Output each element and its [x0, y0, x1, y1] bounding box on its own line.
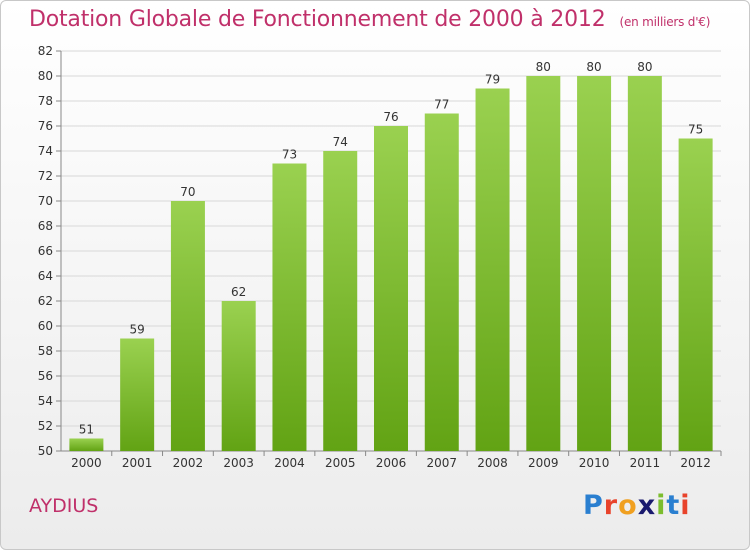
logo-letter: x	[637, 490, 657, 521]
y-tick-label: 60	[38, 319, 53, 333]
x-tick-label: 2008	[477, 456, 508, 470]
chart-title-text: Dotation Globale de Fonctionnement de 20…	[29, 7, 606, 32]
y-tick-label: 80	[38, 69, 53, 83]
y-tick-label: 68	[38, 219, 53, 233]
x-tick-label: 2011	[630, 456, 661, 470]
x-tick-label: 2004	[274, 456, 305, 470]
bar	[120, 338, 155, 451]
data-label: 73	[282, 148, 297, 162]
bar	[374, 126, 408, 451]
data-label: 79	[485, 73, 500, 87]
x-tick-label: 2007	[426, 456, 457, 470]
data-label: 74	[333, 135, 348, 149]
x-tick-label: 2005	[325, 456, 356, 470]
y-tick-label: 54	[38, 394, 53, 408]
y-tick-label: 70	[38, 194, 53, 208]
y-tick-label: 58	[38, 344, 53, 358]
bar	[424, 113, 459, 451]
data-label: 70	[180, 185, 195, 199]
x-tick-label: 2009	[528, 456, 559, 470]
bar	[475, 88, 510, 451]
logo-letter: r	[603, 490, 619, 521]
x-tick-label: 2010	[579, 456, 610, 470]
data-label: 75	[688, 123, 703, 137]
data-label: 62	[231, 285, 246, 299]
y-tick-label: 66	[38, 244, 53, 258]
data-label: 77	[434, 98, 449, 112]
x-tick-label: 2012	[680, 456, 711, 470]
data-label: 80	[536, 60, 551, 74]
y-tick-label: 76	[38, 119, 53, 133]
x-tick-label: 2003	[223, 456, 254, 470]
y-tick-label: 52	[38, 419, 53, 433]
x-tick-label: 2001	[122, 456, 153, 470]
data-label: 76	[383, 110, 398, 124]
y-tick-label: 74	[38, 144, 53, 158]
bars	[69, 76, 713, 451]
bar	[221, 301, 256, 451]
y-tick-label: 64	[38, 269, 53, 283]
logo-letter: o	[618, 490, 638, 521]
data-label: 80	[586, 60, 601, 74]
data-label: 59	[130, 323, 145, 337]
x-tick-label: 2002	[173, 456, 204, 470]
y-tick-label: 82	[38, 44, 53, 58]
y-tick-label: 62	[38, 294, 53, 308]
x-tick-label: 2000	[71, 456, 102, 470]
logo-letter: t	[666, 490, 681, 521]
data-label: 80	[637, 60, 652, 74]
logo-letter: i	[656, 490, 667, 521]
chart-title: Dotation Globale de Fonctionnement de 20…	[29, 7, 710, 32]
bar	[526, 76, 561, 451]
bar	[577, 76, 612, 451]
y-tick-label: 72	[38, 169, 53, 183]
y-tick-label: 78	[38, 94, 53, 108]
bar	[323, 151, 358, 451]
x-tick-label: 2006	[376, 456, 407, 470]
bar	[627, 76, 662, 451]
data-labels: 51 59 70 62 73 74 76 77 79 80 80 80 75	[79, 60, 704, 437]
data-label: 51	[79, 423, 94, 437]
bar	[170, 201, 205, 451]
y-tick-label: 50	[38, 444, 53, 458]
logo-letter: P	[583, 490, 604, 521]
logo-letter: i	[680, 490, 691, 521]
commune-name: AYDIUS	[29, 495, 99, 517]
y-tick-label: 56	[38, 369, 53, 383]
bar	[272, 163, 307, 451]
proxiti-logo: Proxiti	[583, 490, 691, 521]
chart-subtitle: (en milliers d'€)	[619, 15, 711, 29]
bar	[69, 438, 104, 451]
bar	[678, 138, 713, 451]
